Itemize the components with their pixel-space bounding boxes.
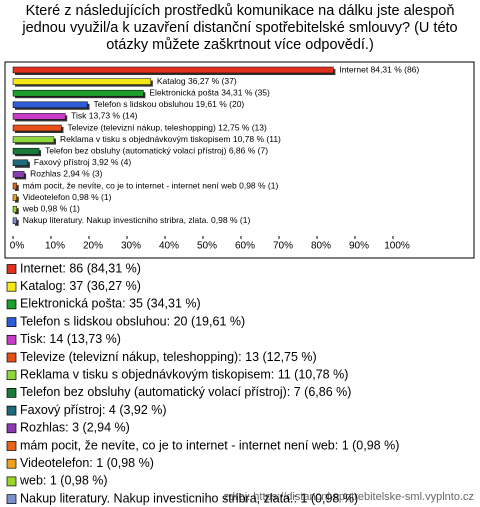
bar bbox=[12, 159, 29, 167]
bar bbox=[12, 136, 55, 143]
x-tick-label: 0% bbox=[10, 241, 25, 252]
legend-label: Televize (televizní nákup, teleshopping)… bbox=[20, 350, 317, 364]
data-label: Telefon s lidskou obsluhou 19,61 % (20) bbox=[94, 99, 245, 109]
legend-swatch bbox=[6, 352, 17, 363]
x-tick-label: 20% bbox=[83, 241, 103, 252]
x-tick-label: 100% bbox=[384, 241, 410, 252]
legend-label: Faxový přístroj: 4 (3,92 %) bbox=[20, 403, 167, 417]
chart-frame bbox=[4, 61, 475, 259]
legend-label: mám pocit, že nevíte, co je to internet … bbox=[20, 438, 399, 452]
x-tick-label: 40% bbox=[159, 241, 179, 252]
legend-label: Nakup literatury. Nakup investicniho str… bbox=[20, 491, 358, 505]
legend-label: Telefon s lidskou obsluhou: 20 (19,61 %) bbox=[20, 314, 245, 328]
legend-swatch bbox=[6, 299, 17, 310]
legend-swatch bbox=[6, 494, 17, 504]
bar bbox=[12, 89, 144, 97]
bar bbox=[12, 171, 25, 178]
data-label: Katalog 36,27 % (37) bbox=[157, 76, 237, 86]
legend-swatch bbox=[6, 334, 17, 345]
legend-swatch bbox=[6, 370, 17, 381]
legend-swatch bbox=[6, 458, 17, 469]
x-tick-label: 80% bbox=[311, 241, 331, 252]
data-label: Nakup literatury. Nakup investicniho str… bbox=[23, 215, 251, 225]
bar bbox=[12, 113, 66, 120]
bar bbox=[12, 66, 334, 74]
x-tick-label: 90% bbox=[349, 241, 369, 252]
x-tick-label: 60% bbox=[235, 241, 255, 252]
legend-swatch bbox=[6, 423, 17, 434]
bar bbox=[12, 147, 40, 155]
legend-label: Videotelefon: 1 (0,98 %) bbox=[20, 456, 154, 470]
data-label: Reklama v tisku s objednávkovým tiskopis… bbox=[60, 134, 281, 144]
bar bbox=[12, 217, 17, 225]
bar bbox=[12, 78, 152, 85]
legend-label: Telefon bez obsluhy (automatický volací … bbox=[20, 385, 351, 399]
legend-label: Internet: 86 (84,31 %) bbox=[20, 261, 141, 275]
legend-label: Tisk: 14 (13,73 %) bbox=[20, 332, 121, 346]
legend-swatch bbox=[6, 281, 17, 292]
data-label: Internet 84,31 % (86) bbox=[339, 64, 419, 74]
bar bbox=[12, 124, 62, 132]
data-label: mám pocit, že nevíte, co je to internet … bbox=[23, 180, 279, 190]
x-tick-label: 30% bbox=[121, 241, 141, 252]
bar bbox=[12, 101, 88, 109]
bar bbox=[12, 194, 17, 201]
legend-swatch bbox=[6, 264, 17, 274]
legend-label: Katalog: 37 (36,27 %) bbox=[20, 279, 141, 293]
legend-swatch bbox=[6, 441, 17, 451]
legend-swatch bbox=[6, 317, 17, 327]
bar bbox=[12, 205, 17, 213]
legend-label: Reklama v tisku s objednávkovým tiskopis… bbox=[20, 367, 348, 381]
data-label: Videotelefon 0,98 % (1) bbox=[23, 192, 112, 202]
chart-title: Které z následujících prostředků komunik… bbox=[22, 3, 458, 53]
legend-label: web: 1 (0,98 %) bbox=[19, 474, 108, 488]
source: zdroj: https://distancni-spotrebitelske-… bbox=[223, 491, 474, 503]
data-label: web 0,98 % (1) bbox=[22, 203, 80, 213]
x-tick-label: 50% bbox=[197, 241, 217, 252]
data-label: Tisk 13,73 % (14) bbox=[71, 111, 137, 121]
legend-swatch bbox=[6, 388, 17, 398]
data-label: Rozhlas 2,94 % (3) bbox=[30, 169, 102, 179]
bar bbox=[12, 182, 17, 190]
data-label: Faxový přístroj 3,92 % (4) bbox=[34, 157, 131, 167]
legend-swatch bbox=[6, 476, 17, 487]
data-label: Televize (televizní nákup, teleshopping)… bbox=[67, 122, 267, 132]
x-tick-label: 70% bbox=[273, 241, 293, 252]
legend-swatch bbox=[6, 405, 17, 416]
legend-label: Rozhlas: 3 (2,94 %) bbox=[20, 421, 130, 435]
legend-label: Elektronická pošta: 35 (34,31 %) bbox=[20, 297, 201, 311]
data-label: Elektronická pošta 34,31 % (35) bbox=[149, 87, 270, 97]
data-label: Telefon bez obsluhy (automatický volací … bbox=[45, 145, 268, 155]
x-tick-label: 10% bbox=[45, 241, 65, 252]
